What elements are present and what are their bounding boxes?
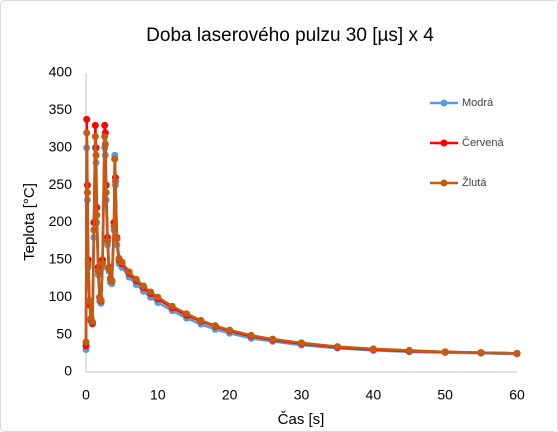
point	[86, 297, 94, 305]
x-tick-label: 60	[509, 387, 525, 403]
point	[369, 345, 377, 353]
point	[104, 237, 112, 245]
point	[125, 268, 133, 276]
point	[211, 322, 219, 330]
point	[183, 310, 191, 318]
y-tick-label: 250	[49, 176, 73, 192]
point	[226, 326, 234, 334]
x-tick-label: 0	[82, 387, 90, 403]
legend-label: Žlutá	[462, 176, 487, 189]
point	[105, 265, 113, 273]
point	[139, 282, 147, 290]
y-tick-label: 50	[56, 325, 72, 341]
point	[247, 331, 255, 339]
point	[94, 267, 102, 275]
point	[298, 339, 305, 347]
point	[513, 349, 521, 357]
point	[154, 293, 162, 301]
y-axis-label: Teplota [°C]	[21, 183, 38, 261]
point	[111, 177, 119, 185]
point	[197, 316, 205, 324]
x-tick-label: 50	[437, 387, 453, 403]
point	[93, 211, 101, 219]
legend-marker	[440, 139, 448, 147]
point	[101, 121, 109, 129]
point	[83, 189, 91, 197]
point	[102, 189, 110, 197]
point	[101, 133, 109, 141]
point	[84, 260, 92, 268]
point	[97, 296, 105, 304]
point	[91, 133, 99, 141]
point	[147, 288, 155, 296]
point	[88, 318, 96, 326]
point	[111, 155, 119, 163]
point	[405, 346, 413, 354]
point	[333, 343, 341, 351]
point	[477, 349, 485, 357]
point	[168, 302, 176, 310]
legend-label: Červená	[462, 136, 504, 149]
legend-label: Modrá	[462, 97, 494, 109]
y-tick-label: 0	[64, 363, 72, 379]
chart-title: Doba laserového pulzu 30 [µs] x 4	[146, 25, 434, 46]
point	[110, 222, 118, 230]
point	[118, 258, 126, 266]
x-axis-label: Čas [s]	[278, 411, 325, 428]
point	[269, 335, 277, 343]
x-tick-label: 20	[222, 387, 238, 403]
point	[108, 278, 116, 286]
point	[83, 115, 91, 123]
y-tick-label: 400	[49, 64, 73, 80]
legend-marker	[440, 99, 448, 107]
y-tick-label: 350	[49, 101, 73, 117]
point	[113, 235, 121, 243]
point	[82, 338, 90, 346]
x-tick-label: 30	[294, 387, 310, 403]
x-tick-label: 40	[366, 387, 382, 403]
point	[92, 151, 100, 159]
point	[83, 129, 91, 137]
point	[91, 121, 99, 129]
x-tick-label: 10	[150, 387, 166, 403]
point	[99, 260, 107, 268]
point	[441, 348, 449, 356]
point	[101, 140, 109, 148]
y-tick-label: 300	[49, 138, 73, 154]
point	[90, 226, 98, 234]
point	[132, 275, 140, 283]
y-tick-label: 150	[49, 251, 73, 267]
legend-marker	[440, 179, 448, 187]
y-tick-label: 200	[49, 213, 73, 229]
y-tick-label: 100	[49, 288, 73, 304]
